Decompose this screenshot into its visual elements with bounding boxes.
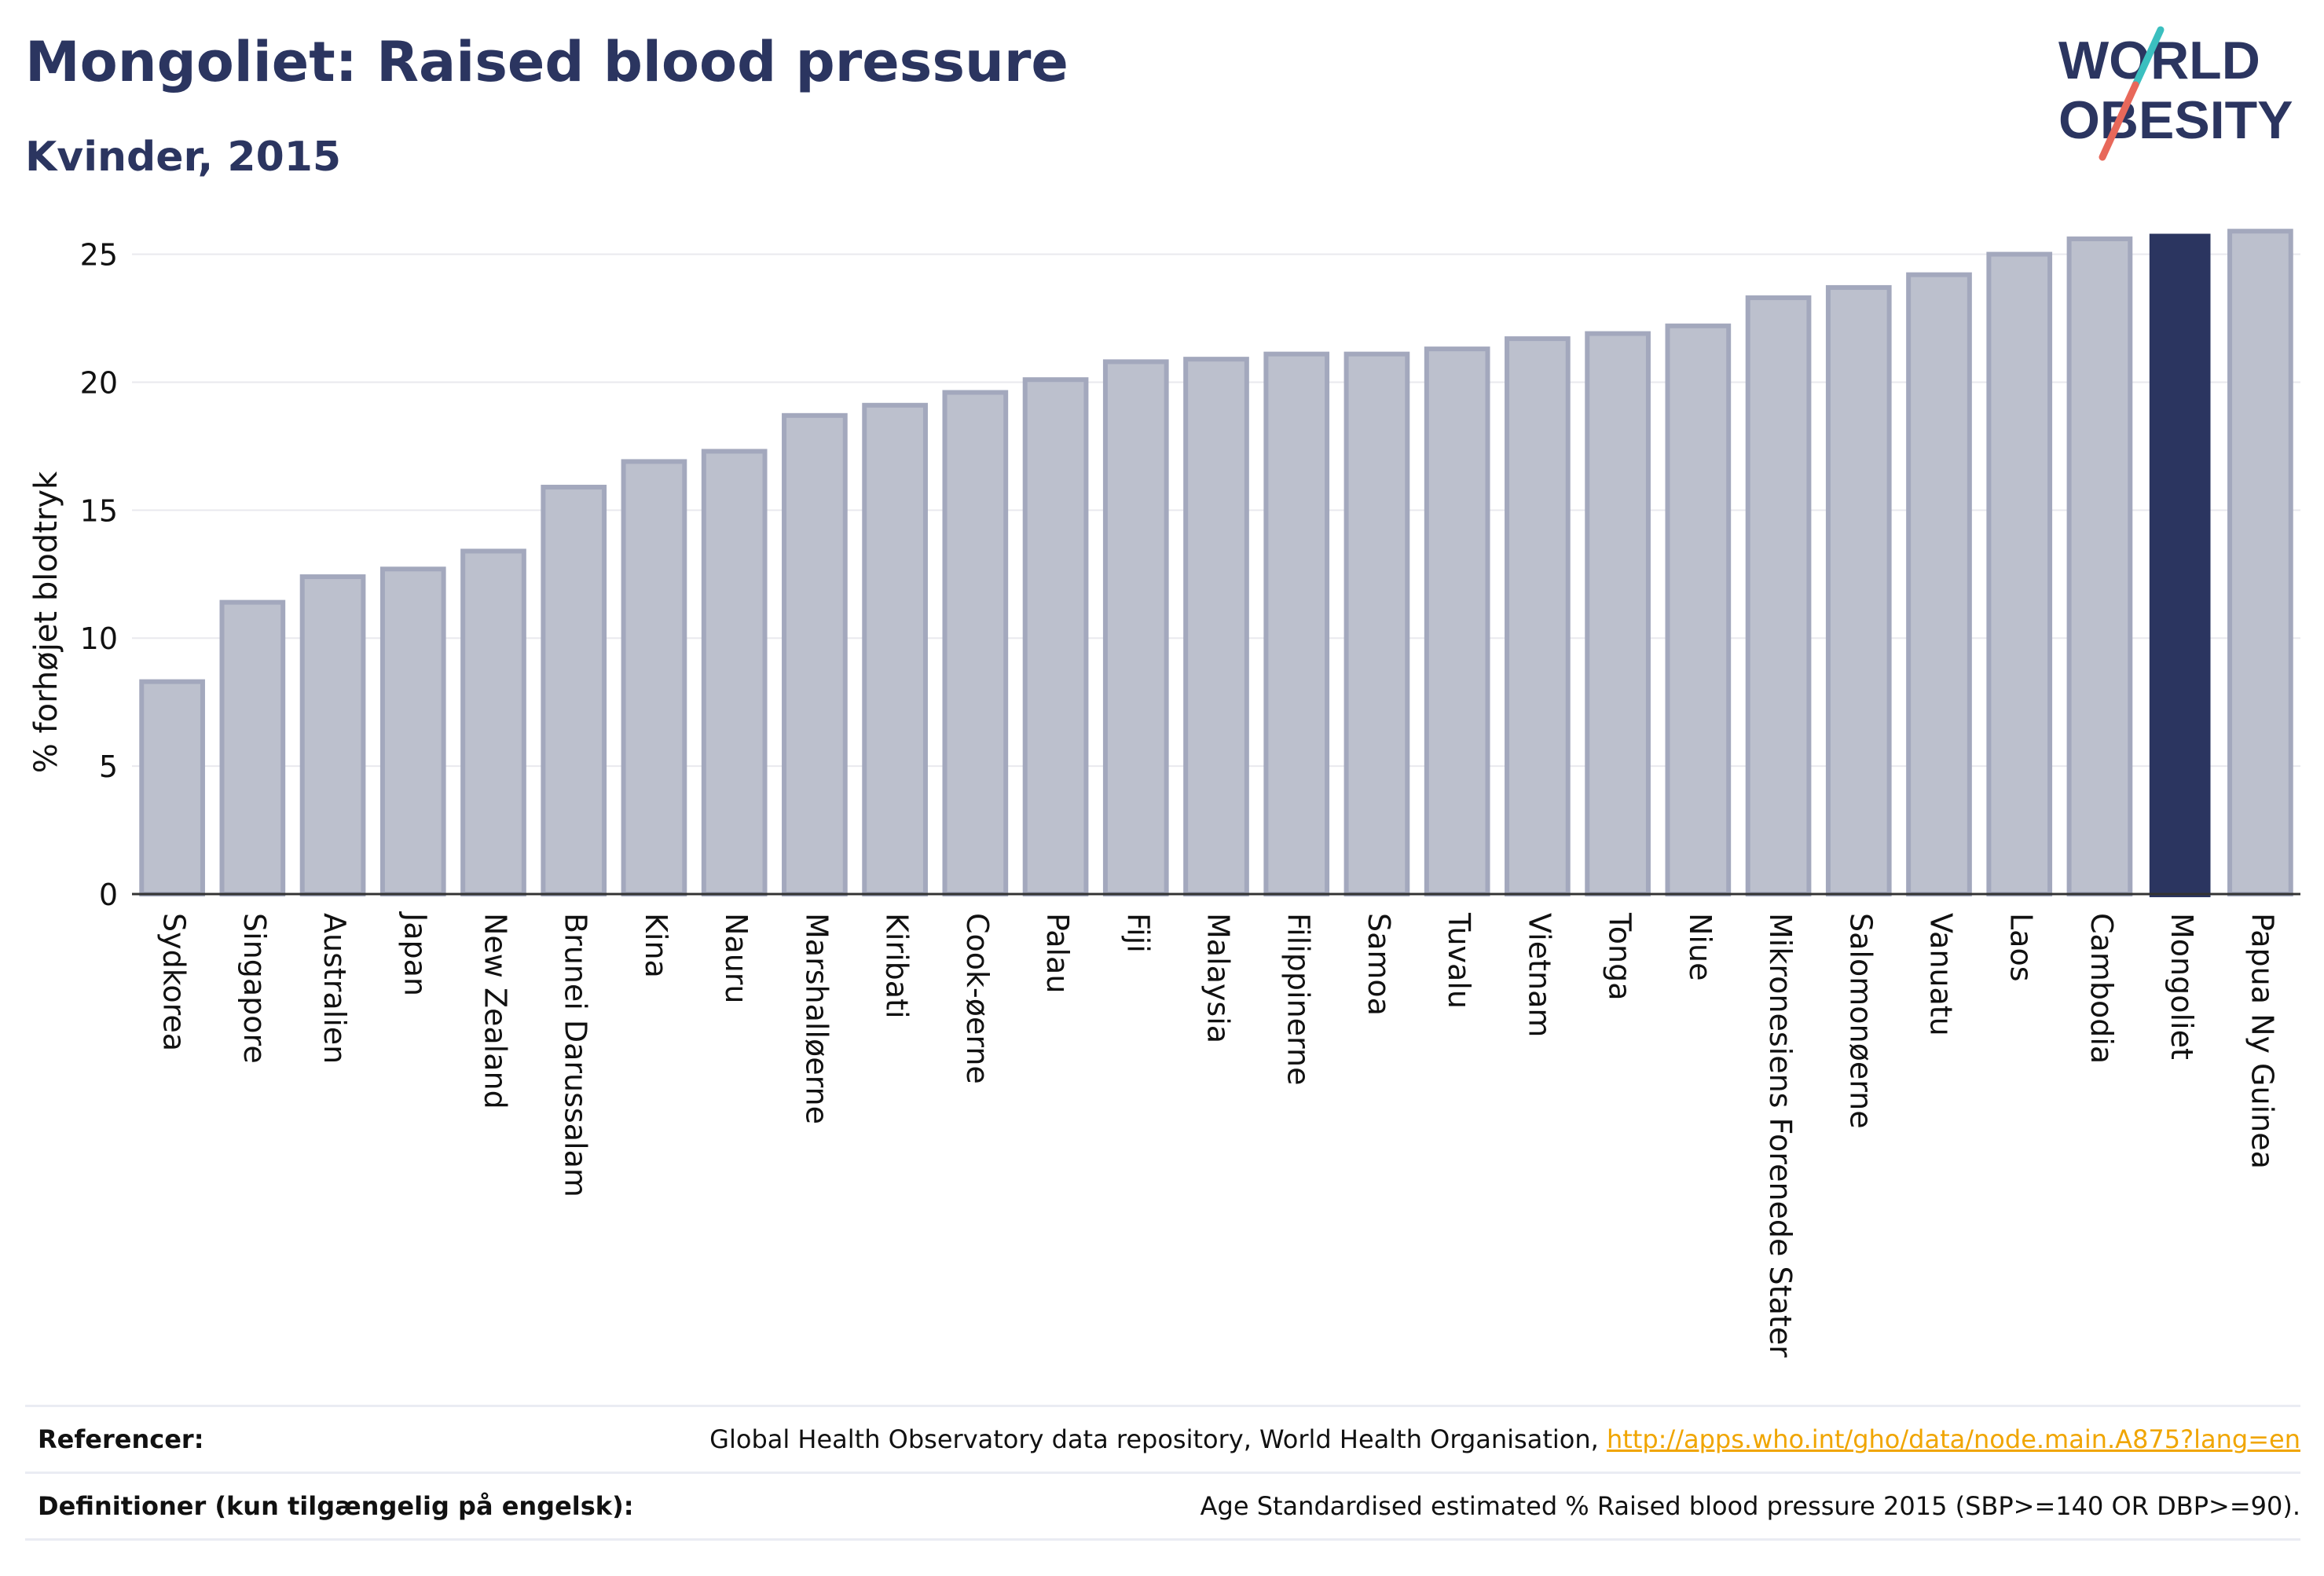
references-row: Referencer: Global Health Observatory da… (25, 1405, 2300, 1472)
x-tick-label: Filippinerne (1281, 913, 1316, 1085)
y-tick-label: 15 (80, 493, 118, 528)
bar (379, 566, 446, 896)
references-value: Global Health Observatory data repositor… (709, 1424, 2300, 1454)
definitions-value: Age Standardised estimated % Raised bloo… (1200, 1491, 2300, 1521)
bar (1906, 272, 1972, 896)
bar (1745, 295, 1812, 896)
x-tick-label: Papua Ny Guinea (2245, 913, 2279, 1169)
x-tick-label: Salomonøerne (1843, 913, 1878, 1129)
x-tick-label: Cook-øerne (960, 913, 995, 1084)
x-tick-label: Mikronesiens Forenede Stater (1763, 913, 1798, 1358)
bar (1343, 351, 1410, 896)
logo-slash-bottom (2099, 81, 2139, 161)
x-tick-label: Vietnam (1522, 913, 1556, 1037)
bar (701, 449, 768, 896)
x-tick-label: Australien (317, 913, 352, 1064)
bar (1424, 346, 1490, 897)
references-link[interactable]: http://apps.who.int/gho/data/node.main.A… (1606, 1424, 2300, 1454)
bar (2066, 236, 2133, 896)
x-tick-label: Malaysia (1201, 913, 1236, 1043)
references-table: Referencer: Global Health Observatory da… (25, 1405, 2300, 1541)
x-tick-label: Kina (639, 913, 673, 978)
y-tick-label: 25 (80, 238, 118, 273)
world-obesity-logo: WORLD OBESITY (2058, 26, 2293, 161)
page-subtitle: Kvinder, 2015 (25, 134, 342, 181)
x-tick-label: Vanuatu (1924, 913, 1959, 1036)
x-tick-label: Laos (2004, 913, 2039, 982)
bar (1263, 351, 1330, 896)
bar (219, 599, 286, 896)
bar (1585, 331, 1651, 897)
definitions-label: Definitioner (kun tilgængelig på engelsk… (38, 1491, 634, 1521)
x-tick-label: Tonga (1603, 912, 1637, 1001)
y-tick-label: 20 (80, 365, 118, 400)
x-tick-label: Samoa (1362, 913, 1396, 1016)
y-tick-label: 10 (80, 621, 118, 656)
references-label: Referencer: (38, 1424, 204, 1454)
logo-line2: OBESITY (2058, 90, 2293, 150)
bar (621, 459, 687, 896)
bar (942, 390, 1009, 896)
bars (139, 229, 2293, 897)
bar (1505, 336, 1571, 897)
x-tick-label: Palau (1040, 913, 1075, 993)
y-tick-label: 5 (99, 750, 118, 784)
bar (2149, 233, 2211, 897)
bar-chart: 0 5 10 15 20 25 Sydkorea Singapore Australien Ja… (28, 229, 2300, 1358)
x-tick-label: Fiji (1120, 913, 1155, 953)
y-tick-label: 0 (99, 878, 118, 912)
x-tick-label: New Zealand (478, 913, 513, 1109)
x-tick-label: Cambodia (2084, 913, 2119, 1064)
bar (1022, 377, 1089, 896)
bar (782, 412, 848, 896)
x-tick-label: Marshalløerne (799, 913, 834, 1124)
bar (541, 485, 607, 896)
x-tick-label: Sydkorea (157, 913, 192, 1051)
page-title: Mongoliet: Raised blood pressure (25, 30, 1069, 94)
x-tick-label: Mongoliet (2165, 913, 2199, 1060)
x-tick-label: Niue (1683, 913, 1717, 980)
logo-slash-top (2132, 26, 2165, 89)
definitions-row: Definitioner (kun tilgængelig på engelsk… (25, 1472, 2300, 1541)
bar (460, 548, 526, 896)
bar (2227, 229, 2293, 896)
bar (1665, 323, 1732, 896)
bar (139, 679, 205, 896)
x-tick-label: Singapore (237, 913, 272, 1064)
x-tick-labels: Sydkorea Singapore Australien Japan New Zeal… (157, 911, 2280, 1358)
references-text: Global Health Observatory data repositor… (709, 1424, 1607, 1454)
y-tick-labels: 0 5 10 15 20 25 (80, 238, 118, 912)
x-tick-label: Nauru (719, 913, 753, 1004)
bar (1986, 251, 2053, 897)
x-tick-label: Brunei Darussalam (559, 913, 593, 1197)
x-tick-label: Tuvalu (1442, 912, 1476, 1009)
x-tick-label: Japan (398, 911, 432, 996)
bar (1825, 284, 1892, 896)
y-axis-label: % forhøjet blodtryk (28, 471, 64, 773)
bar (1102, 359, 1169, 896)
bar (862, 402, 928, 896)
bar (1183, 357, 1249, 896)
bar (299, 574, 366, 896)
x-tick-label: Kiribati (880, 913, 915, 1019)
